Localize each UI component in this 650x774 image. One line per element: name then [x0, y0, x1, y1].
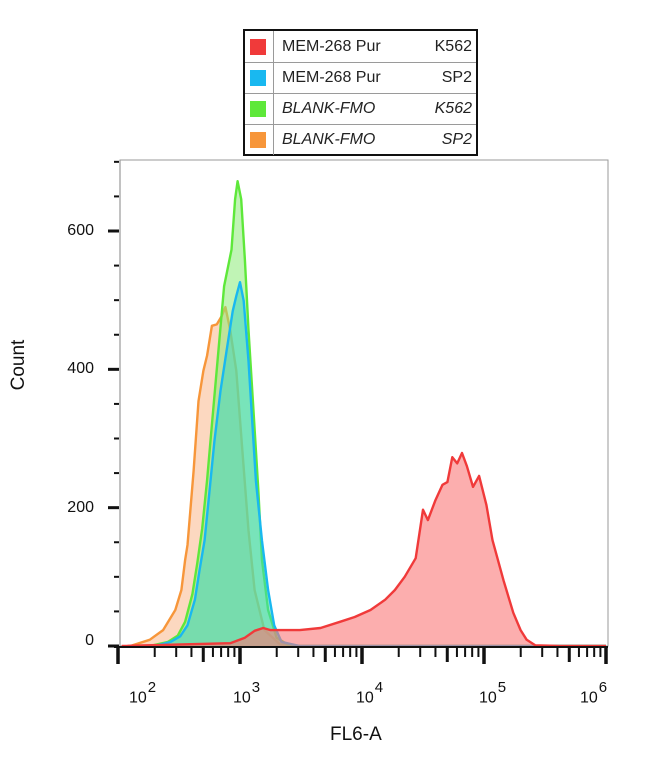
legend-swatch-green [250, 101, 266, 117]
legend-item-mem268-sp2: MEM-268 Pur SP2 [245, 62, 476, 94]
x-tick-label-1e5: 105 [479, 679, 507, 707]
x-axis-title: FL6-A [330, 724, 382, 745]
legend-label: BLANK-FMO [282, 131, 376, 148]
legend-item-mem268-k562: MEM-268 Pur K562 [245, 31, 476, 63]
legend-swatch-red [250, 39, 266, 55]
legend-cell: K562 [434, 100, 472, 117]
x-tick-label-1e6: 106 [580, 679, 608, 707]
legend-item-blank-sp2: BLANK-FMO SP2 [245, 124, 476, 155]
y-tick-label-400: 400 [67, 360, 94, 377]
x-tick-label-1e3: 103 [233, 679, 261, 707]
legend-label: MEM-268 Pur [282, 69, 381, 86]
legend-label: MEM-268 Pur [282, 38, 381, 55]
series-line-1 [154, 281, 606, 648]
x-tick-label-1e4: 104 [356, 679, 384, 707]
y-tick-label-600: 600 [67, 222, 94, 239]
legend-label: BLANK-FMO [282, 100, 376, 117]
y-tick-label-0: 0 [85, 632, 94, 649]
legend-cell: SP2 [441, 69, 472, 86]
legend-swatch-orange [250, 132, 266, 148]
y-tick-label-200: 200 [67, 499, 94, 516]
legend-cell: SP2 [441, 131, 472, 148]
legend-swatch-blue [250, 70, 266, 86]
legend-cell: K562 [434, 38, 472, 55]
x-tick-label-1e2: 102 [129, 679, 157, 707]
chart-legend: MEM-268 Pur K562 MEM-268 Pur SP2 BLANK-F… [243, 29, 478, 156]
series-line-0 [121, 451, 606, 648]
series-fill-1 [154, 282, 606, 646]
y-axis-title: Count [8, 339, 29, 391]
legend-item-blank-k562: BLANK-FMO K562 [245, 93, 476, 125]
